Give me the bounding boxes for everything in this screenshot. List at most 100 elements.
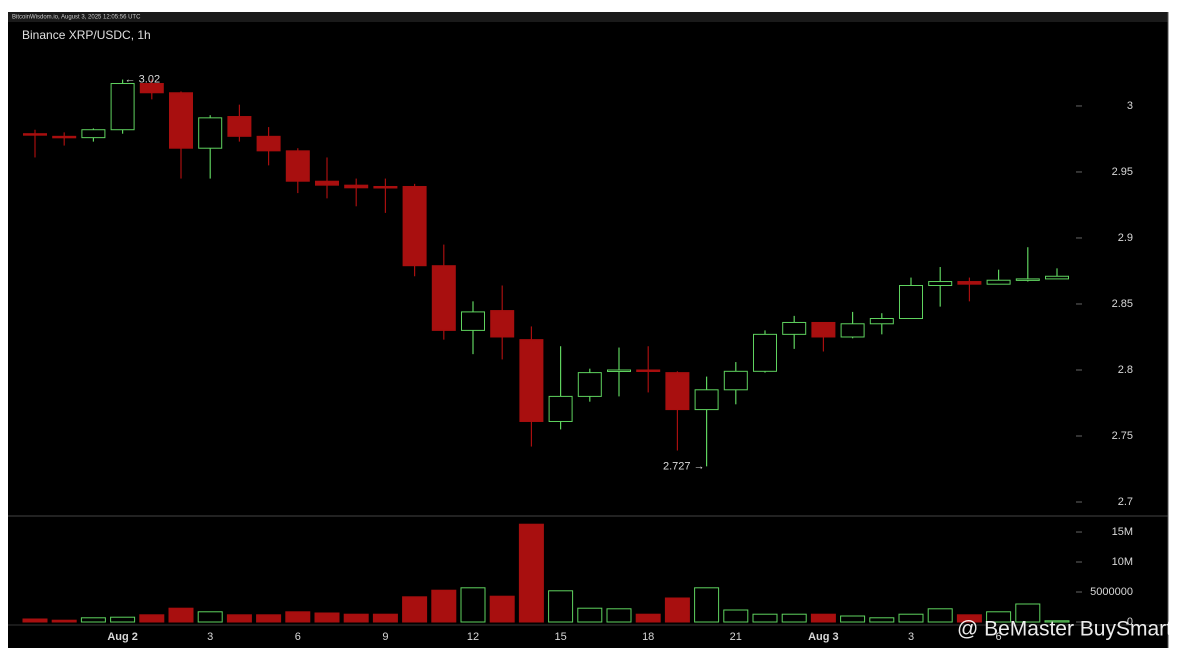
candle-body: [81, 129, 106, 139]
candle-body: [665, 372, 690, 411]
candle-body: [519, 339, 544, 422]
max-annotation: ← 3.02: [125, 73, 160, 85]
volume-bar: [664, 597, 690, 623]
volume-bar: [80, 617, 106, 623]
candle-body: [607, 369, 631, 372]
volume-bar: [518, 523, 544, 623]
candle-body: [753, 333, 777, 372]
volume-bar: [1044, 620, 1070, 623]
candle-body: [431, 265, 456, 331]
volume-bar: [694, 587, 720, 623]
candle-body: [957, 281, 982, 285]
volume-bar: [431, 589, 457, 623]
candle-body: [52, 135, 77, 139]
x-tick-label: 6: [295, 631, 301, 643]
volume-bar: [402, 596, 428, 623]
candle-body: [139, 83, 164, 94]
volume-bar: [869, 617, 895, 623]
volume-bar: [343, 613, 369, 623]
header-bar: [8, 12, 1168, 22]
x-tick-label: 18: [642, 631, 654, 643]
y-tick-label: 2.85: [1112, 298, 1133, 310]
volume-bar: [781, 613, 807, 623]
candle-body: [227, 116, 252, 137]
x-tick-label: 6: [996, 631, 1002, 643]
volume-bar: [606, 608, 632, 623]
volume-bar: [489, 595, 515, 623]
volume-bar: [314, 612, 340, 623]
candle-body: [723, 370, 748, 391]
volume-bar: [635, 613, 661, 623]
candle-body: [928, 281, 953, 287]
candle-body: [840, 323, 865, 338]
x-tick-label: 9: [382, 631, 388, 643]
volume-bar: [256, 614, 282, 623]
volume-bar: [927, 608, 953, 623]
y-tick-label: 2.75: [1112, 430, 1133, 442]
candle-body: [782, 321, 807, 335]
volume-bar: [840, 615, 866, 623]
candle-body: [1045, 275, 1069, 280]
x-tick-label: 21: [730, 631, 742, 643]
candle-body: [1015, 278, 1040, 281]
volume-bar: [372, 613, 398, 623]
volume-bar: [577, 607, 603, 623]
candle-body: [694, 389, 719, 411]
candle-body: [315, 180, 339, 186]
candle-body: [23, 133, 47, 136]
y-tick-label: 2.9: [1118, 232, 1133, 244]
volume-bar: [752, 613, 778, 623]
x-tick-label: 3: [908, 631, 914, 643]
candle-body: [373, 185, 398, 189]
candle-body: [256, 135, 281, 152]
x-tick-label: 12: [467, 631, 479, 643]
candle-body: [986, 279, 1011, 285]
min-annotation: 2.727 →: [663, 460, 705, 472]
chart-title: Binance XRP/USDC, 1h: [22, 28, 151, 42]
candle-body: [869, 318, 894, 325]
y-tick-label: 2.8: [1118, 364, 1133, 376]
candle-body: [490, 310, 515, 338]
volume-bar: [1015, 603, 1041, 623]
x-tick-label: Aug 3: [808, 631, 839, 643]
volume-tick-label: 10M: [1112, 556, 1133, 568]
candle-body: [636, 369, 661, 372]
volume-tick-label: 15M: [1112, 526, 1133, 538]
volume-bar: [226, 614, 252, 623]
candle-body: [110, 83, 135, 131]
volume-tick-label: 0: [1127, 616, 1133, 628]
header: BitcoinWisdom.io, August 3, 2025 12:05:5…: [12, 15, 141, 21]
candle-body: [461, 311, 485, 331]
x-tick-label: 15: [554, 631, 566, 643]
volume-bar: [110, 616, 136, 623]
candle-body: [198, 117, 223, 149]
candle-body: [899, 285, 923, 320]
candle-body: [402, 185, 427, 267]
volume-bar: [51, 619, 77, 623]
candle-body: [285, 150, 310, 182]
candle-body: [169, 92, 193, 149]
volume-tick-label: 5000000: [1090, 586, 1133, 598]
volume-bar: [898, 613, 924, 623]
candle-body: [577, 372, 602, 397]
y-tick-label: 2.95: [1112, 166, 1133, 178]
volume-bar: [285, 611, 311, 623]
candle-body: [548, 395, 573, 422]
volume-bar: [139, 614, 165, 623]
volume-bar: [548, 590, 574, 623]
volume-bar: [460, 587, 486, 623]
x-tick-label: Aug 2: [107, 631, 138, 643]
volume-bar: [197, 611, 223, 623]
volume-bar: [723, 609, 749, 623]
candle-body: [344, 184, 369, 189]
volume-bar: [810, 613, 836, 623]
volume-bar: [168, 607, 194, 623]
volume-bar: [986, 611, 1012, 623]
volume-bar: [22, 618, 48, 623]
y-tick-label: 2.7: [1118, 496, 1133, 508]
volume-bar: [956, 614, 982, 623]
x-tick-label: 3: [207, 631, 213, 643]
candle-body: [811, 321, 836, 338]
